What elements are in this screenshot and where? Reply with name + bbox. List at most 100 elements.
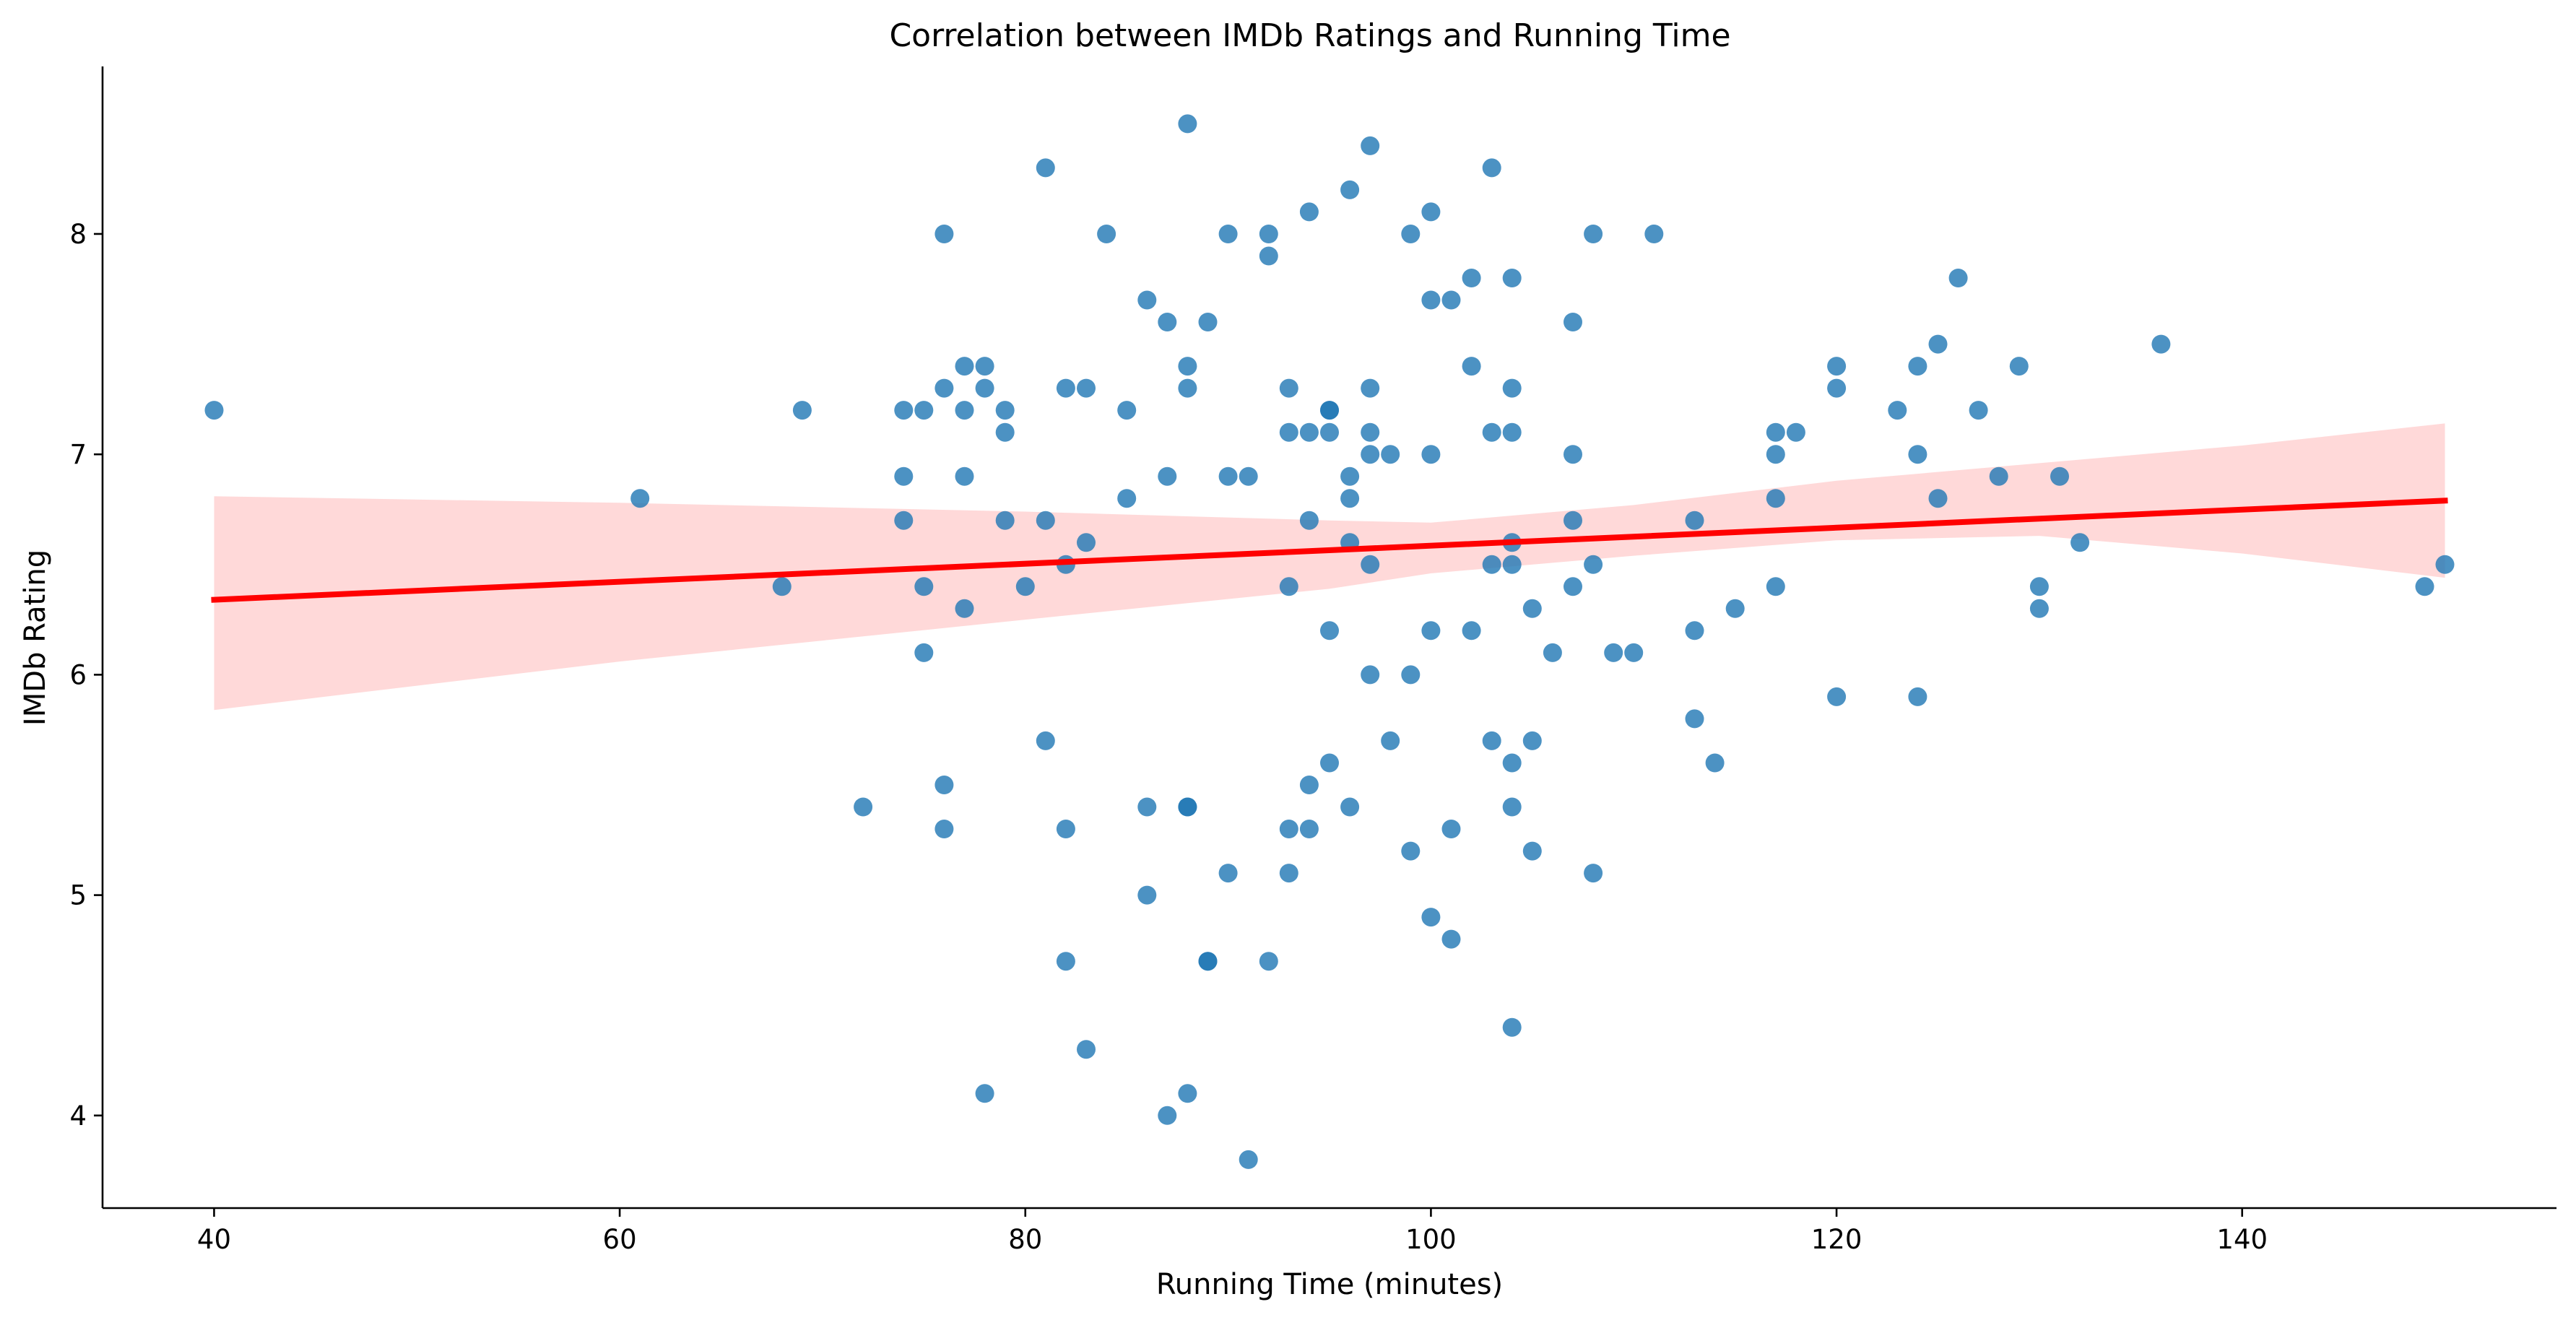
data-point (894, 401, 914, 420)
data-point (1482, 158, 1501, 178)
data-point (1158, 313, 1177, 331)
y-tick-label: 7 (69, 439, 87, 470)
data-point (1766, 445, 1785, 464)
data-point (1218, 225, 1238, 243)
data-point (1279, 378, 1298, 398)
data-point (894, 466, 914, 486)
data-point (1685, 511, 1704, 530)
data-point (1482, 422, 1501, 442)
data-point (1077, 378, 1096, 398)
y-tick-label: 4 (69, 1100, 87, 1132)
data-point (1888, 401, 1907, 420)
y-tick-label: 8 (69, 219, 87, 250)
data-point (2151, 334, 2171, 354)
data-point (1137, 885, 1157, 905)
data-point (1502, 1017, 1522, 1037)
data-point (1522, 841, 1542, 861)
data-point (1564, 445, 1582, 464)
data-point (2009, 357, 2029, 376)
data-point (2435, 555, 2455, 574)
data-point (1421, 621, 1441, 641)
data-point (1056, 378, 1075, 398)
data-point (1421, 445, 1441, 464)
data-point (975, 1084, 994, 1103)
data-point (630, 489, 650, 508)
data-point (2070, 533, 2090, 552)
data-point (1320, 401, 1339, 420)
data-point (1036, 158, 1055, 178)
data-point (1056, 820, 1075, 838)
data-point (1421, 202, 1441, 222)
data-point (955, 401, 974, 420)
data-point (914, 577, 934, 596)
x-tick-label: 80 (1008, 1224, 1042, 1255)
data-point (1766, 577, 1785, 596)
data-point (995, 511, 1015, 530)
data-point (1502, 797, 1522, 817)
data-point (1299, 776, 1319, 794)
data-point (1015, 577, 1035, 596)
data-point (1340, 489, 1360, 508)
data-point (1522, 731, 1542, 750)
data-point (1401, 225, 1421, 243)
data-point (1178, 1084, 1197, 1103)
data-point (1361, 422, 1380, 442)
data-point (955, 357, 974, 376)
data-point (995, 422, 1015, 442)
data-point (1299, 511, 1319, 530)
data-point (1441, 929, 1461, 949)
data-point (1543, 643, 1562, 662)
data-point (1948, 269, 1968, 287)
data-point (1584, 225, 1603, 243)
x-tick-label: 100 (1405, 1224, 1457, 1255)
data-point (1137, 797, 1157, 817)
data-point (1218, 864, 1238, 883)
data-point (1361, 555, 1380, 574)
data-point (995, 401, 1015, 420)
data-point (792, 401, 812, 420)
data-point (1502, 422, 1522, 442)
data-point (1564, 511, 1582, 530)
data-point (1077, 533, 1096, 552)
data-point (1178, 114, 1197, 134)
data-point (1421, 908, 1441, 927)
data-point (1441, 290, 1461, 310)
x-axis-label: Running Time (minutes) (1156, 1268, 1503, 1301)
data-point (1564, 577, 1582, 596)
data-point (1361, 136, 1380, 155)
data-point (1320, 422, 1339, 442)
data-point (1827, 378, 1847, 398)
data-point (1928, 489, 1948, 508)
data-point (2050, 466, 2069, 486)
data-point (975, 357, 994, 376)
data-point (1624, 643, 1644, 662)
data-point (1441, 820, 1461, 838)
y-tick-label: 5 (69, 880, 87, 911)
regression-line (211, 498, 2448, 603)
data-point (1036, 731, 1055, 750)
data-point (1584, 555, 1603, 574)
data-point (1218, 466, 1238, 486)
y-axis-label: IMDb Rating (19, 550, 52, 726)
data-point (1685, 709, 1704, 729)
data-point (1908, 357, 1927, 376)
data-point (1421, 290, 1441, 310)
data-point (1320, 753, 1339, 773)
data-point (772, 577, 792, 596)
data-point (1178, 797, 1197, 817)
data-point (1685, 621, 1704, 641)
data-point (1482, 731, 1501, 750)
data-point (934, 225, 954, 243)
data-point (1117, 489, 1137, 508)
data-point (1462, 357, 1481, 376)
x-tick-label: 140 (2216, 1224, 2268, 1255)
data-point (1725, 599, 1745, 618)
data-point (1279, 820, 1298, 838)
data-point (1502, 555, 1522, 574)
data-point (854, 797, 873, 817)
data-point (1198, 952, 1218, 971)
data-point (1036, 511, 1055, 530)
data-point (1117, 401, 1137, 420)
data-point (1786, 422, 1805, 442)
data-point (1279, 577, 1298, 596)
